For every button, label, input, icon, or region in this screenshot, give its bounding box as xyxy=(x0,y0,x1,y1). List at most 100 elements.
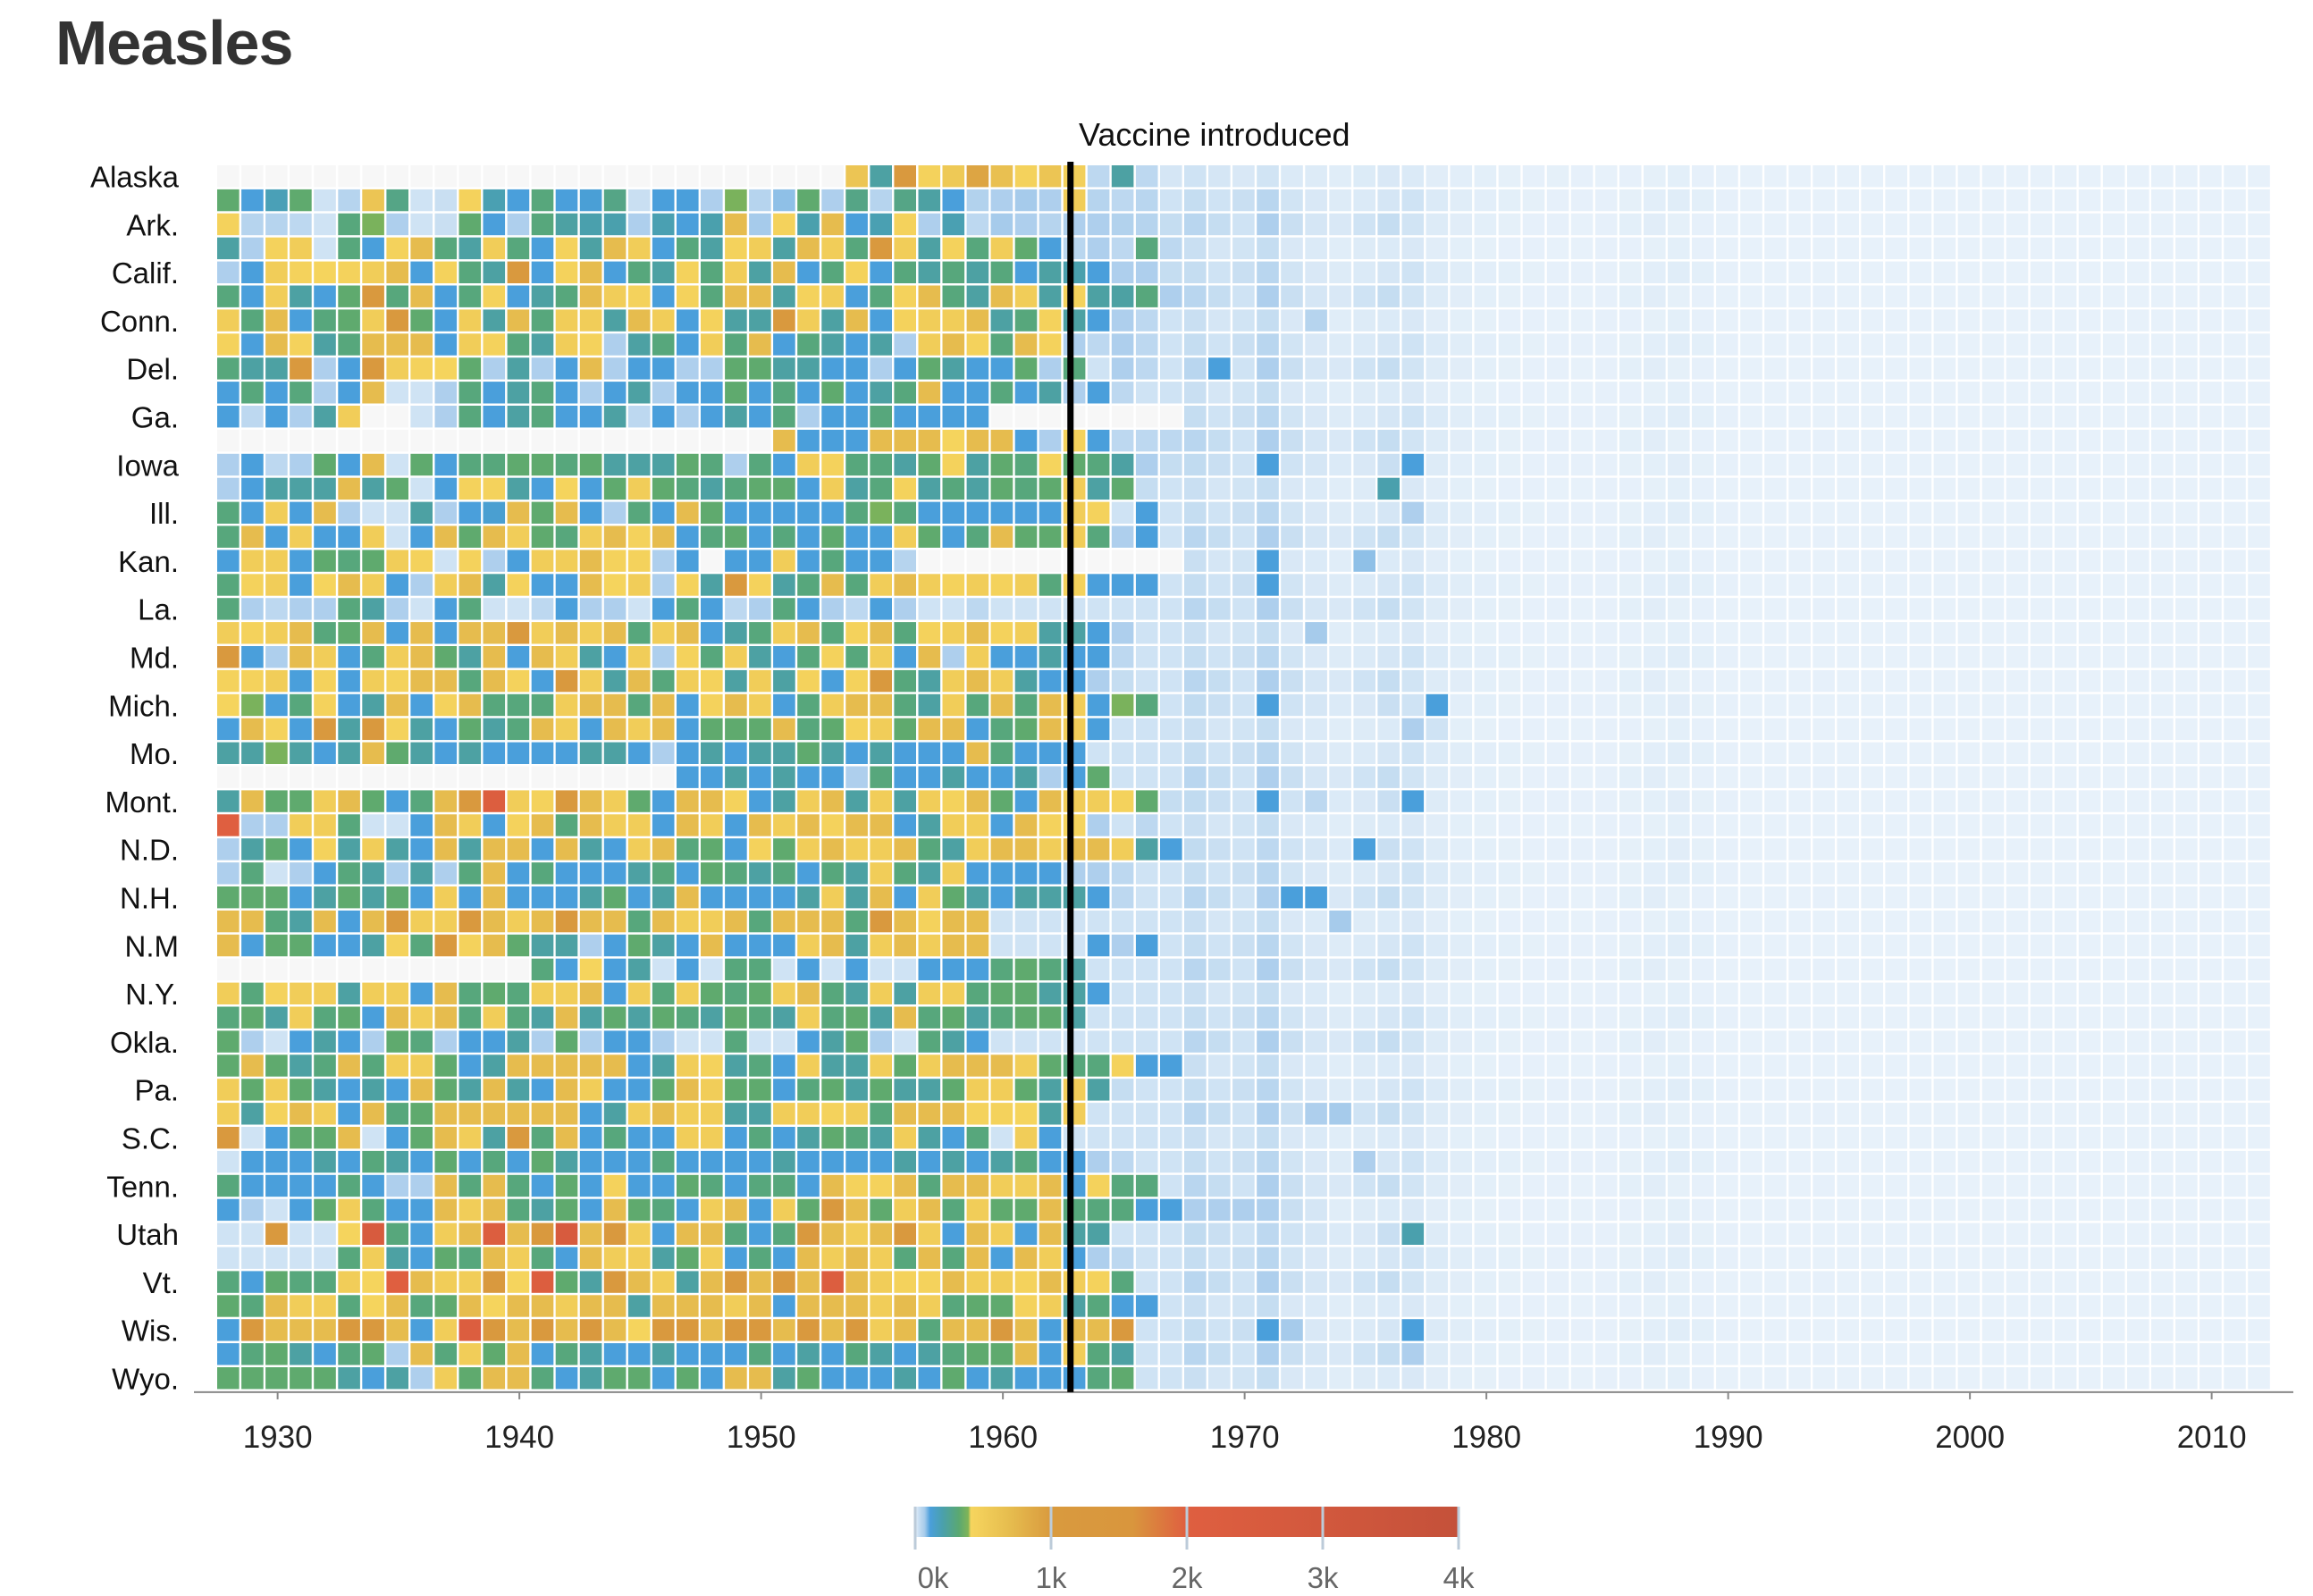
heatmap-cell xyxy=(1837,1127,1859,1149)
heatmap-cell xyxy=(458,525,482,548)
heatmap-cell xyxy=(483,213,506,236)
heatmap-cell xyxy=(627,669,651,693)
heatmap-cell xyxy=(1426,574,1449,596)
heatmap-cell xyxy=(1160,574,1182,596)
heatmap-cell xyxy=(1257,1271,1279,1293)
heatmap-cell xyxy=(1232,622,1255,644)
heatmap-cell xyxy=(362,598,384,620)
heatmap-cell xyxy=(797,838,820,861)
heatmap-cell xyxy=(870,862,892,885)
heatmap-cell xyxy=(627,910,651,933)
heatmap-cell xyxy=(918,382,941,404)
heatmap-cell xyxy=(2224,189,2246,212)
heatmap-cell xyxy=(1594,1127,1618,1149)
heatmap-cell xyxy=(241,1271,264,1293)
heatmap-cell xyxy=(2030,237,2053,260)
heatmap-cell xyxy=(870,693,892,717)
heatmap-cell xyxy=(2127,862,2149,885)
heatmap-cell xyxy=(1426,886,1449,909)
heatmap-cell xyxy=(1909,550,1932,572)
heatmap-cell xyxy=(1329,213,1351,236)
heatmap-cell xyxy=(966,958,989,981)
heatmap-cell xyxy=(1329,1367,1351,1390)
heatmap-cell xyxy=(627,165,651,188)
heatmap-cell xyxy=(2127,958,2149,981)
heatmap-cell xyxy=(845,862,868,885)
heatmap-cell xyxy=(1087,550,1110,572)
heatmap-cell xyxy=(652,1150,675,1173)
heatmap-cell xyxy=(773,598,795,620)
heatmap-cell xyxy=(2248,1006,2270,1029)
heatmap-cell xyxy=(1594,1222,1618,1245)
heatmap-cell xyxy=(1619,862,1642,885)
heatmap-cell xyxy=(1087,982,1110,1004)
heatmap-cell xyxy=(1957,165,1981,188)
heatmap-cell xyxy=(1111,886,1134,909)
heatmap-cell xyxy=(2224,453,2246,476)
heatmap-cell xyxy=(458,550,482,572)
heatmap-cell xyxy=(386,862,408,885)
heatmap-cell xyxy=(652,1079,675,1101)
heatmap-cell xyxy=(1377,525,1400,548)
heatmap-cell xyxy=(2224,693,2246,717)
heatmap-cell xyxy=(410,693,433,717)
heatmap-cell xyxy=(555,309,578,332)
heatmap-cell xyxy=(1570,1174,1594,1197)
heatmap-cell xyxy=(2102,237,2125,260)
heatmap-cell xyxy=(701,862,723,885)
heatmap-cell xyxy=(1329,261,1351,283)
heatmap-cell xyxy=(1981,550,2005,572)
heatmap-cell xyxy=(1426,958,1449,981)
heatmap-cell xyxy=(627,550,651,572)
heatmap-cell xyxy=(217,598,240,620)
heatmap-cell xyxy=(2175,1103,2198,1125)
heatmap-cell xyxy=(338,165,360,188)
heatmap-cell xyxy=(870,669,892,693)
heatmap-cell xyxy=(2127,718,2149,741)
heatmap-cell xyxy=(2030,669,2053,693)
heatmap-cell xyxy=(1111,910,1134,933)
heatmap-cell xyxy=(1329,1198,1351,1222)
heatmap-cell xyxy=(894,982,916,1004)
heatmap-cell xyxy=(1329,550,1351,572)
heatmap-cell xyxy=(2102,910,2125,933)
heatmap-cell xyxy=(2151,958,2174,981)
heatmap-cell xyxy=(1257,574,1279,596)
heatmap-cell xyxy=(2078,862,2101,885)
heatmap-cell xyxy=(1909,309,1932,332)
heatmap-cell xyxy=(1377,622,1400,644)
heatmap-cell xyxy=(579,237,602,260)
heatmap-cell xyxy=(1208,309,1231,332)
heatmap-cell xyxy=(749,958,771,981)
heatmap-cell xyxy=(749,742,771,764)
heatmap-cell xyxy=(773,237,795,260)
heatmap-cell xyxy=(652,742,675,764)
heatmap-cell xyxy=(1401,693,1425,717)
heatmap-cell xyxy=(652,790,675,812)
heatmap-cell xyxy=(1813,1054,1835,1077)
heatmap-cell xyxy=(942,1054,965,1077)
heatmap-cell xyxy=(1498,333,1521,356)
heatmap-cell xyxy=(531,934,554,957)
heatmap-cell xyxy=(652,838,675,861)
heatmap-cell xyxy=(1474,309,1497,332)
heatmap-cell xyxy=(1474,574,1497,596)
heatmap-cell xyxy=(1111,1127,1134,1149)
heatmap-cell xyxy=(1474,285,1497,307)
heatmap-cell xyxy=(434,1079,458,1101)
heatmap-cell xyxy=(1184,1247,1207,1269)
heatmap-cell xyxy=(1498,574,1521,596)
heatmap-cell xyxy=(386,1222,408,1245)
heatmap-cell xyxy=(1716,1198,1738,1222)
heatmap-cell xyxy=(555,742,578,764)
heatmap-cell xyxy=(2175,382,2198,404)
heatmap-cell xyxy=(314,598,336,620)
heatmap-cell xyxy=(845,237,868,260)
heatmap-cell xyxy=(1329,333,1351,356)
heatmap-cell xyxy=(1716,189,1738,212)
heatmap-cell xyxy=(2102,982,2125,1004)
heatmap-cell xyxy=(1619,213,1642,236)
heatmap-cell xyxy=(1160,1271,1182,1293)
heatmap-cell xyxy=(797,934,820,957)
heatmap-cell xyxy=(1257,598,1279,620)
